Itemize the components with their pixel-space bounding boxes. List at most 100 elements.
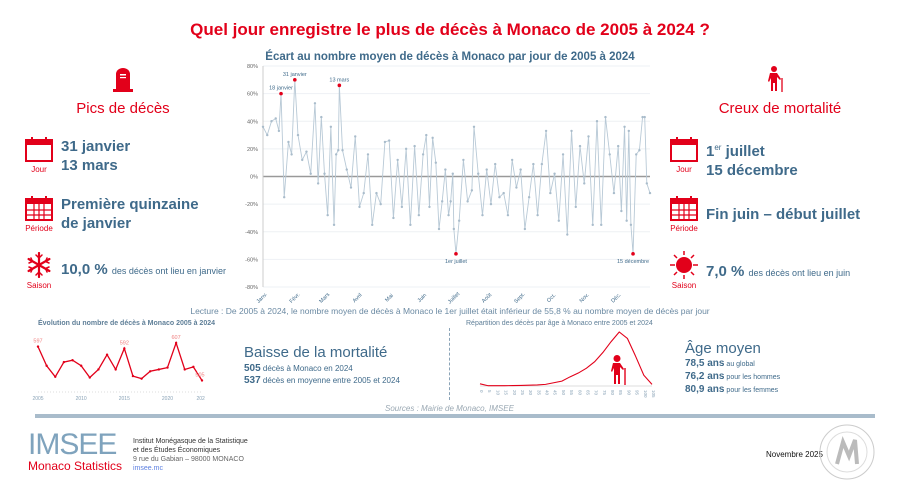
deaths-average: 537 (244, 375, 261, 386)
imsee-logo: IMSEE (28, 428, 117, 461)
jour-label: Jour (676, 165, 692, 174)
data-point (470, 189, 474, 192)
x-tick-label: 60 (577, 390, 582, 396)
deaths-2024-text: décès à Monaco en 2024 (260, 364, 353, 373)
data-point (326, 213, 329, 217)
data-point (452, 227, 456, 231)
data-point (616, 144, 620, 148)
data-label: 607 (172, 335, 181, 341)
y-tick-label: -40% (245, 230, 258, 236)
x-tick-label: 95 (635, 390, 640, 396)
data-point (320, 115, 323, 119)
data-point (578, 144, 582, 148)
data-point (270, 120, 273, 123)
lows-heading: Creux de mortalité (718, 100, 842, 117)
saison-label: Saison (26, 281, 52, 290)
low-day-2: 15 décembre (706, 162, 798, 179)
data-point (404, 147, 408, 151)
series-line (262, 79, 651, 254)
x-tick-label: 75 (602, 390, 607, 396)
x-tick-label: Déc. (610, 292, 623, 305)
data-point (431, 136, 434, 140)
data-point (392, 216, 395, 220)
data-point (396, 158, 399, 162)
x-tick-label: Mars (318, 292, 331, 305)
saison-label: Saison (671, 281, 697, 290)
age-heading: Âge moyen (685, 340, 761, 357)
data-point (140, 377, 143, 380)
data-point (409, 223, 412, 227)
data-point (449, 200, 452, 203)
data-point (337, 149, 340, 152)
data-point (305, 150, 308, 153)
data-point (629, 223, 633, 227)
imsee-seal (819, 424, 875, 485)
page-title: Quel jour enregistre le plus de décès à … (190, 20, 710, 39)
calendar-grid-icon (25, 195, 53, 226)
x-tick-label: 25 (520, 390, 525, 396)
data-point (313, 102, 317, 105)
low-day-1-num: 1 (706, 143, 715, 160)
data-point (466, 200, 469, 203)
peak-day-1: 31 janvier (61, 138, 131, 155)
annotation-label: 31 janvier (283, 72, 307, 78)
data-point (166, 366, 169, 369)
data-point (536, 213, 539, 217)
sun-icon (668, 250, 700, 285)
low-season-text: des décès ont lieu en juin (748, 268, 851, 278)
data-point (387, 139, 391, 142)
x-tick-label: 50 (561, 390, 566, 396)
age-men-label: pour les hommes (724, 374, 781, 381)
x-tick-label: 100 (643, 390, 648, 398)
data-point (400, 205, 404, 209)
data-point (451, 172, 454, 175)
x-tick-label: 45 (553, 390, 558, 396)
data-point (309, 172, 312, 175)
data-point (371, 223, 374, 227)
y-tick-label: 60% (247, 92, 258, 98)
data-point (600, 223, 603, 227)
peak-period-1: Première quinzaine (61, 196, 199, 213)
logo-subtitle: Monaco Statistics (28, 459, 123, 473)
data-point (316, 182, 320, 185)
data-point (553, 172, 556, 175)
x-tick-label: 105 (651, 390, 656, 398)
low-period: Fin juin – début juillet (706, 206, 861, 223)
data-point (437, 227, 441, 231)
series-line (479, 331, 653, 387)
deaths-2024: 505 (244, 363, 261, 374)
data-point (515, 186, 518, 189)
data-point (174, 341, 178, 345)
age-global-label: au global (724, 361, 755, 368)
low-day-1-sup: er (714, 143, 722, 152)
age-global: 78,5 ans (685, 358, 725, 369)
low-day-1-rest: juillet (721, 143, 765, 160)
data-point (643, 115, 646, 119)
deaths-average-text: décès en moyenne entre 2005 et 2024 (260, 376, 400, 385)
age-chart-title: Répartition des décès par âge à Monaco e… (466, 320, 653, 327)
daily-chart-title: Écart au nombre moyen de décès à Monaco … (265, 51, 635, 63)
website-link[interactable]: imsee.mc (133, 465, 163, 472)
x-tick-label: 2024 (196, 396, 205, 402)
age-women: 80,9 ans (685, 384, 725, 395)
data-label: 592 (120, 340, 129, 346)
data-point (36, 345, 40, 348)
annual-chart-title: Évolution du nombre de décès à Monaco 20… (38, 320, 216, 327)
data-point (277, 129, 281, 133)
data-point (114, 368, 117, 371)
data-point (481, 213, 484, 217)
data-point (527, 196, 531, 199)
x-tick-label: 30 (528, 390, 533, 396)
data-point (341, 149, 344, 152)
data-label: 505 (195, 372, 204, 378)
data-point (635, 153, 638, 156)
data-point (540, 162, 544, 166)
elderly-person-icon (765, 66, 787, 97)
data-point (88, 376, 91, 379)
data-point (612, 191, 616, 195)
data-point (462, 158, 465, 162)
peak-season-text: des décès ont lieu en janvier (111, 266, 226, 276)
data-point (519, 168, 522, 171)
data-point (532, 162, 535, 166)
reading-note: Lecture : De 2005 à 2024, le nombre moye… (190, 306, 710, 316)
